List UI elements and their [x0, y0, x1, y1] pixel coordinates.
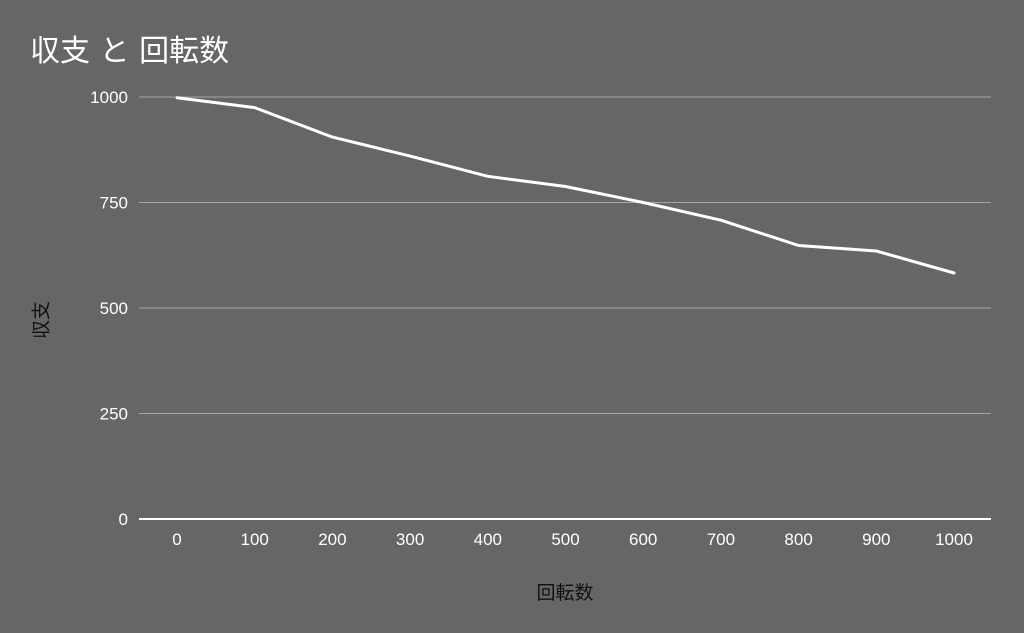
x-axis-title: 回転数 [536, 582, 594, 604]
x-tick-label: 900 [862, 530, 890, 549]
y-tick-label: 0 [119, 510, 128, 529]
x-tick-label: 600 [629, 530, 657, 549]
y-axis-title: 収支 [30, 300, 53, 340]
x-tick-label: 100 [241, 530, 269, 549]
y-tick-label: 500 [100, 299, 128, 318]
x-tick-label: 700 [707, 530, 735, 549]
series-line [175, 96, 956, 275]
y-tick-label: 1000 [90, 88, 128, 107]
x-tick-label: 500 [551, 530, 579, 549]
chart-title: 収支 と 回転数 [30, 34, 230, 69]
x-tick-label: 0 [172, 530, 181, 549]
x-tick-label: 400 [474, 530, 502, 549]
x-tick-label: 300 [396, 530, 424, 549]
x-tick-label: 800 [784, 530, 812, 549]
x-tick-label: 1000 [935, 530, 973, 549]
y-tick-label: 750 [100, 194, 128, 213]
x-tick-label: 200 [318, 530, 346, 549]
y-tick-label: 250 [100, 405, 128, 424]
